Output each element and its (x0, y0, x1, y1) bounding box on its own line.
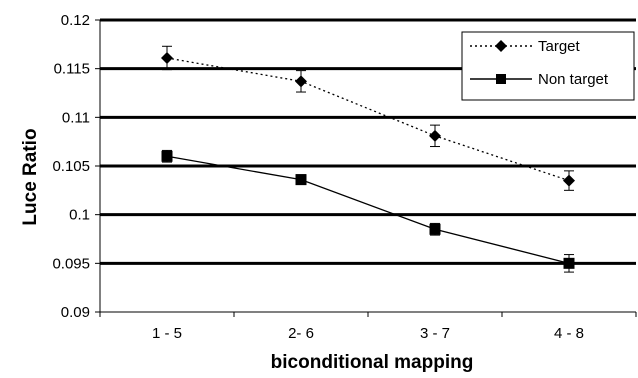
legend-non-target-square-marker (496, 74, 506, 84)
series-target (161, 45, 575, 191)
data-point-square (563, 257, 575, 269)
series (161, 45, 575, 273)
data-point-diamond (563, 174, 575, 187)
x-tick-labels: 1 - 5 2- 6 3 - 7 4 - 8 (152, 325, 584, 342)
data-point-diamond (429, 129, 441, 142)
y-tick-label: 0.095 (52, 255, 90, 272)
y-tick-label: 0.11 (62, 109, 90, 126)
series-non-target (161, 149, 575, 273)
grid-lines (100, 18, 636, 265)
y-tick-label: 0.09 (61, 304, 90, 321)
y-tick-labels: 0.09 0.095 0.1 0.105 0.11 0.115 0.12 (52, 12, 90, 321)
data-point-square (295, 174, 307, 186)
series-line (166, 57, 570, 182)
y-tick-label: 0.1 (69, 207, 90, 224)
data-point-diamond (161, 51, 173, 64)
y-tick-label: 0.115 (54, 61, 90, 78)
y-tick-label: 0.12 (61, 12, 90, 29)
data-point-diamond (295, 75, 307, 88)
x-axis-label: biconditional mapping (271, 352, 474, 373)
legend-target-label: Target (538, 38, 581, 55)
axes (95, 19, 637, 317)
y-tick-label: 0.105 (52, 158, 90, 175)
x-tick-label: 2- 6 (288, 325, 314, 342)
legend-non-target-label: Non target (538, 71, 609, 88)
x-tick-label: 4 - 8 (554, 325, 584, 342)
x-tick-label: 3 - 7 (420, 325, 450, 342)
x-tick-label: 1 - 5 (152, 325, 182, 342)
data-point-square (161, 150, 173, 162)
legend-box (461, 31, 635, 101)
y-axis-label: Luce Ratio (20, 128, 41, 225)
data-point-square (429, 223, 441, 235)
series-line (166, 155, 570, 264)
legend-target-diamond-marker (495, 40, 507, 52)
legend: Target Non target (461, 31, 635, 101)
